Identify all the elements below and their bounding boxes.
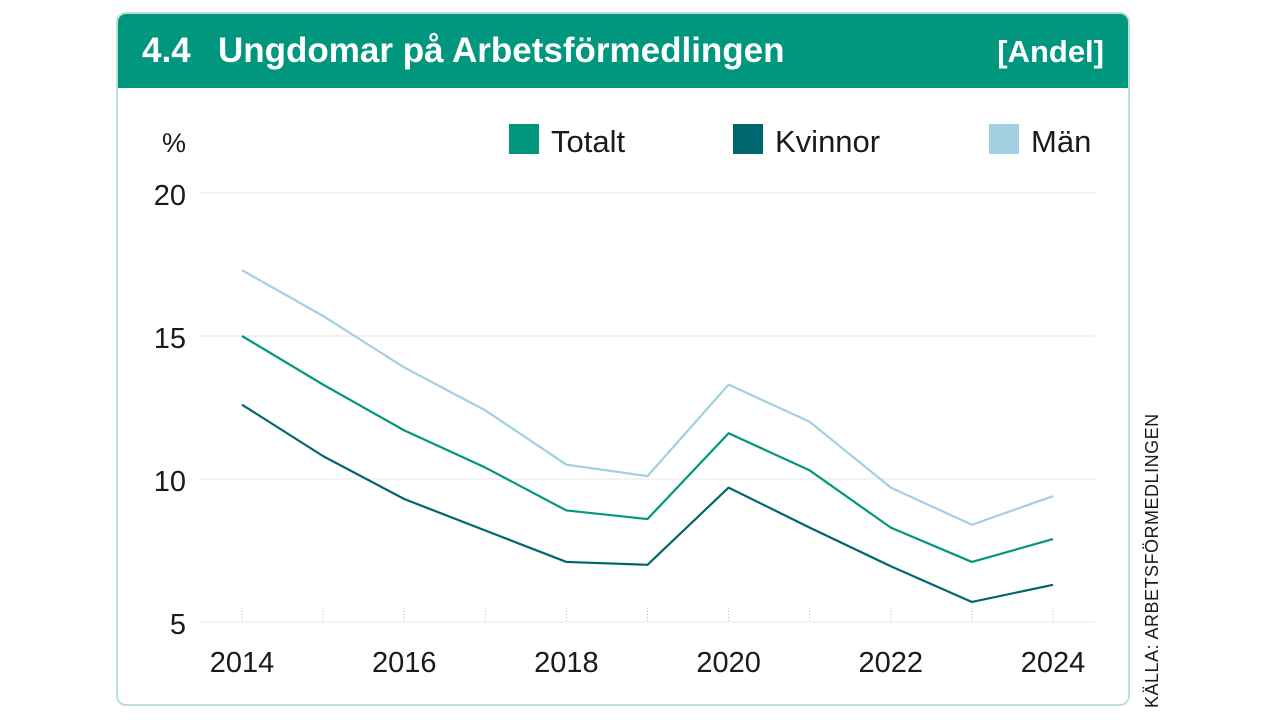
- legend-label: Kvinnor: [775, 124, 880, 159]
- x-tick-label: 2018: [534, 647, 599, 679]
- x-tick-label: 2024: [1021, 647, 1086, 679]
- chart-number: 4.4: [142, 31, 191, 70]
- x-tick-label: 2016: [372, 647, 437, 679]
- series-line-män: [241, 269, 1054, 526]
- chart-header: 4.4 Ungdomar på Arbetsförmedlingen [Ande…: [118, 14, 1128, 88]
- series-line-totalt: [241, 335, 1054, 564]
- legend-label: Män: [1031, 124, 1091, 159]
- chart-unit-tag: [Andel]: [997, 34, 1104, 69]
- source-note: KÄLLA: ARBETSFÖRMEDLINGEN: [1142, 413, 1162, 708]
- legend-swatch: [733, 124, 763, 154]
- legend-label: Totalt: [551, 124, 625, 159]
- y-tick-label: 10: [154, 466, 186, 498]
- y-tick-label: 5: [170, 609, 186, 641]
- chart-card: 4.4 Ungdomar på Arbetsförmedlingen [Ande…: [116, 12, 1130, 706]
- y-axis-label: %: [162, 128, 186, 158]
- y-tick-label: 15: [154, 323, 186, 355]
- x-tick-label: 2014: [210, 647, 275, 679]
- x-tick-label: 2022: [859, 647, 924, 679]
- legend-swatch: [989, 124, 1019, 154]
- chart-title: Ungdomar på Arbetsförmedlingen: [218, 31, 785, 70]
- legend-swatch: [509, 124, 539, 154]
- series-line-kvinnor: [241, 403, 1054, 604]
- y-tick-label: 20: [154, 180, 186, 212]
- x-tick-label: 2020: [696, 647, 761, 679]
